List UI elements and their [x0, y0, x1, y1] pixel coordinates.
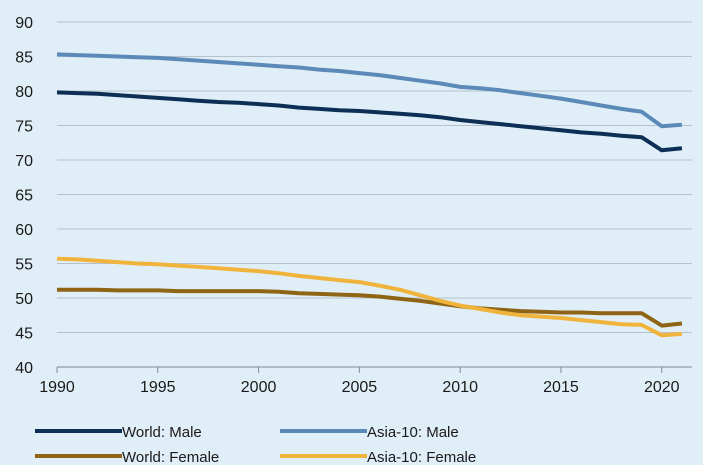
- y-tick-label: 45: [15, 326, 33, 343]
- legend: World: Male Asia-10: Male World: Female Asi…: [35, 424, 476, 465]
- legend-label: Asia-10: Female: [367, 449, 476, 465]
- x-tick-label: 2010: [442, 379, 478, 396]
- y-tick-label: 85: [15, 50, 33, 67]
- y-tick-label: 80: [15, 84, 33, 101]
- series-line-asia-10-female: [56, 256, 683, 338]
- legend-label: World: Male: [122, 424, 202, 441]
- x-tick-label: 1995: [140, 379, 176, 396]
- x-tick-label: 1990: [39, 379, 75, 396]
- x-tick-label: 2020: [644, 379, 680, 396]
- series-line-world-female: [57, 287, 683, 328]
- legend-label: World: Female: [122, 449, 219, 465]
- y-tick-label: 50: [15, 291, 33, 308]
- y-tick-label: 65: [15, 188, 33, 205]
- x-tick-label: 2015: [543, 379, 579, 396]
- x-axis-ticks: 1990 1995 2000 2005 2010 2015 2020: [39, 367, 680, 396]
- y-tick-label: 60: [15, 222, 33, 239]
- y-tick-label: 70: [15, 153, 33, 170]
- legend-label: Asia-10: Male: [367, 424, 459, 441]
- y-tick-label: 55: [15, 257, 33, 274]
- y-tick-label: 40: [15, 360, 33, 377]
- series-line-asia-10-male: [56, 52, 683, 129]
- y-axis-ticks: 40 45 50 55 60 65 70 75 80 85 90: [15, 15, 33, 377]
- series-lines: [56, 52, 683, 338]
- x-tick-label: 2005: [342, 379, 378, 396]
- y-tick-label: 90: [15, 15, 33, 32]
- series-line-world-male: [56, 90, 683, 153]
- x-tick-label: 2000: [241, 379, 277, 396]
- y-tick-label: 75: [15, 119, 33, 136]
